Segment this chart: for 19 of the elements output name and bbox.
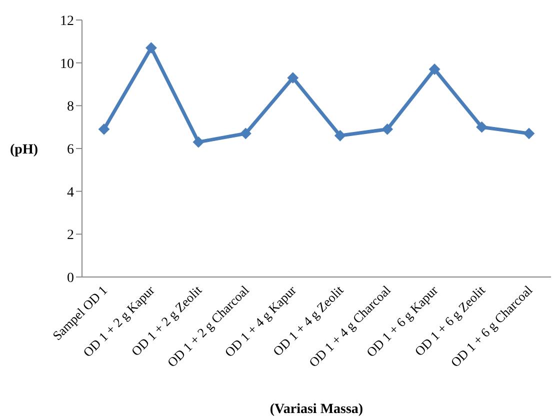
y-axis-title: (pH) bbox=[10, 142, 38, 158]
point bbox=[334, 130, 346, 142]
point bbox=[476, 122, 488, 133]
y-tick-label: 12 bbox=[60, 14, 74, 29]
y-tick-label: 10 bbox=[60, 56, 74, 72]
point bbox=[146, 42, 157, 54]
point bbox=[287, 72, 298, 84]
point bbox=[192, 136, 204, 148]
y-tick-label: 8 bbox=[67, 100, 74, 115]
point bbox=[240, 128, 252, 140]
point bbox=[382, 124, 393, 135]
point bbox=[524, 128, 534, 140]
x-axis-title: (Variasi Massa) bbox=[270, 402, 364, 417]
point bbox=[429, 64, 440, 75]
y-tick-label: 6 bbox=[67, 142, 74, 158]
y-tick-label: 0 bbox=[67, 270, 74, 286]
y-tick-label: 4 bbox=[67, 185, 74, 200]
point bbox=[98, 124, 110, 135]
y-tick-label: 2 bbox=[67, 228, 74, 244]
